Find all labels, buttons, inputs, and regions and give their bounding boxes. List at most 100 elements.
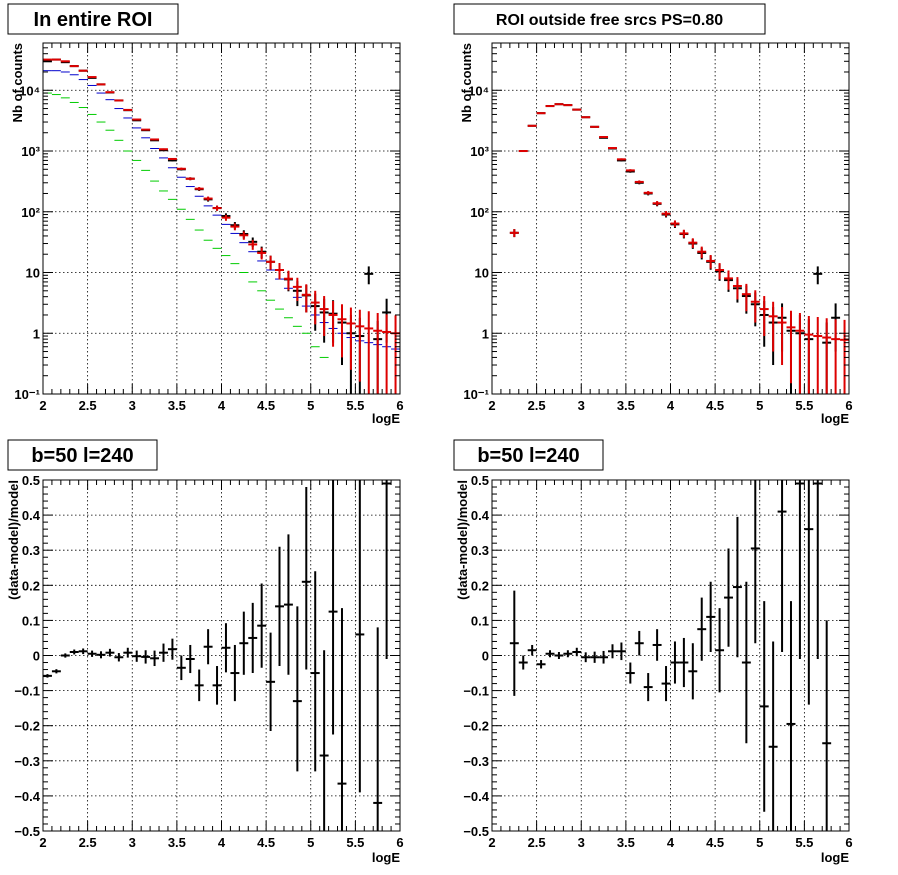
y-tick-label: 10⁻¹: [14, 387, 40, 402]
y-tick-label: −0.4: [463, 789, 489, 804]
data-point: [167, 157, 177, 160]
data-point: [176, 655, 186, 681]
data-point: [715, 608, 725, 693]
data-point: [697, 246, 707, 259]
x-tick-label: 5: [307, 835, 314, 850]
data-point: [741, 581, 751, 744]
data-point: [114, 653, 124, 662]
data-point: [310, 290, 320, 325]
x-tick-label: 6: [396, 398, 403, 413]
y-axis: −0.5 −0.4 −0.3 −0.2 −0.1 0 0.1 0.2 0.3 0.4 0.5: [463, 473, 849, 839]
x-axis-label: logE: [372, 850, 400, 865]
x-tick-label: 6: [845, 398, 852, 413]
data-point: [545, 650, 555, 658]
data-point: [328, 480, 338, 735]
x-tick-label: 3: [129, 835, 136, 850]
title-box: [7, 3, 179, 35]
data-point: [373, 313, 383, 394]
data-point: [292, 606, 302, 772]
data-point: [527, 644, 537, 656]
data-point: [625, 169, 635, 172]
data-point: [355, 480, 365, 793]
x-tick-label: 5.5: [795, 835, 813, 850]
y-tick-label: 10³: [470, 144, 489, 159]
x-tick-label: 3: [129, 398, 136, 413]
data-point: [536, 660, 546, 669]
data-point: [364, 266, 374, 285]
data-point: [590, 125, 600, 128]
y-tick-label: −0.3: [463, 754, 489, 769]
data-point: [643, 673, 653, 702]
data-point: [706, 255, 716, 269]
data-point: [715, 263, 725, 280]
data-point: [185, 644, 195, 674]
data-point: [732, 277, 742, 300]
data-point: [599, 136, 609, 139]
data-point: [355, 309, 365, 382]
data-point: [813, 480, 823, 660]
y-axis-label: (data-model)/model: [6, 480, 21, 600]
x-tick-label: 2: [488, 835, 495, 850]
y-tick-label: 10⁻¹: [463, 387, 489, 402]
x-tick-label: 3.5: [617, 398, 635, 413]
x-tick-label: 2: [39, 835, 46, 850]
data-point: [292, 277, 302, 301]
x-tick-label: 6: [396, 835, 403, 850]
data-point: [518, 150, 528, 153]
y-tick-label: 10³: [21, 144, 40, 159]
x-tick-label: 2: [39, 398, 46, 413]
data-point: [239, 231, 249, 240]
title-box: [453, 439, 604, 471]
data-point: [51, 669, 61, 674]
x-tick-label: 5.5: [795, 398, 813, 413]
y-tick-label: 0.1: [22, 613, 40, 628]
data-point: [804, 480, 814, 705]
y-tick-label: −0.5: [463, 824, 489, 839]
title-box: [453, 3, 766, 35]
data-point: [536, 112, 546, 115]
data-point: [150, 650, 160, 667]
data-point: [608, 644, 617, 659]
x-tick-label: 4: [667, 835, 675, 850]
data-point: [114, 99, 124, 102]
data-point: [643, 191, 653, 195]
data-point: [382, 480, 392, 660]
data-point: [221, 214, 231, 221]
y-axis: 10⁻¹ 1 10 10² 10³ 10⁴: [14, 42, 400, 402]
data-point: [795, 480, 805, 660]
data-point: [69, 649, 79, 655]
data-point: [768, 301, 778, 352]
series-2: [509, 103, 849, 394]
title-box: [7, 439, 158, 471]
y-axis-label: (data-model)/model: [455, 480, 470, 600]
y-tick-label: 10⁴: [19, 83, 40, 98]
data-point: [554, 651, 564, 660]
x-tick-label: 5: [756, 398, 763, 413]
data-point: [768, 641, 778, 831]
data-point: [337, 608, 347, 831]
y-tick-label: −0.2: [463, 719, 489, 734]
data-point: [777, 307, 787, 366]
data-point: [373, 627, 383, 831]
data-point: [759, 296, 769, 337]
data-point: [670, 641, 680, 684]
data-point: [248, 602, 258, 674]
data-point: [616, 158, 626, 161]
data-point: [545, 105, 555, 108]
data-point: [625, 662, 635, 684]
data-point: [150, 138, 160, 141]
chart-panel-1: 2 2.5 3 3.5 4 4.5 5 5.5 6 10⁻¹ 1 10 10² 10³ 10⁴ logE Nb …: [7, 3, 404, 426]
x-tick-label: 3.5: [168, 835, 186, 850]
data-point: [319, 650, 329, 831]
data-point: [750, 480, 760, 644]
x-axis: 2 2.5 3 3.5 4 4.5 5 5.5 6: [488, 480, 853, 850]
data-point: [822, 620, 832, 831]
data-point: [319, 296, 329, 337]
data-point: [123, 108, 133, 111]
data-point: [590, 651, 600, 663]
y-tick-label: 1: [482, 326, 489, 341]
chart-title: b=50 l=240: [31, 445, 133, 467]
series-1: [43, 480, 392, 831]
data-point: [509, 229, 519, 238]
y-tick-label: 10²: [21, 205, 40, 220]
